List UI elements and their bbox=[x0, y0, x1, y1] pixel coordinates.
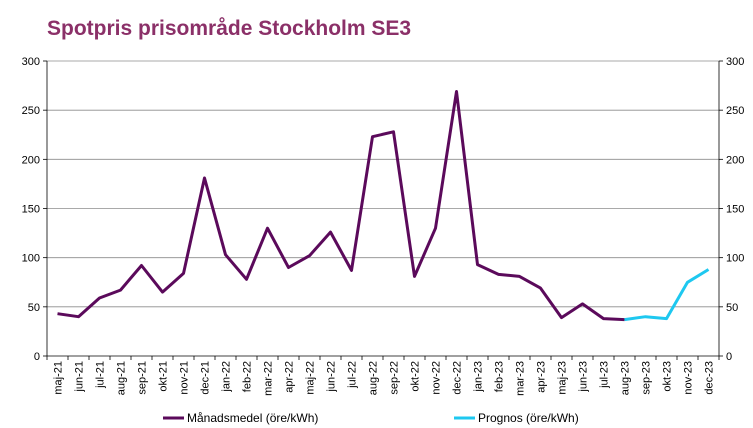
x-tick-label: apr-23 bbox=[536, 361, 548, 393]
x-tick-label: jul-22 bbox=[347, 361, 359, 389]
y2-tick-label: 300 bbox=[726, 56, 744, 68]
x-tick-label: jul-21 bbox=[95, 361, 107, 389]
x-tick-label: aug-21 bbox=[116, 361, 128, 395]
y2-tick-label: 50 bbox=[726, 302, 738, 314]
x-tick-label: sep-22 bbox=[389, 361, 401, 395]
x-tick-label: okt-22 bbox=[410, 361, 422, 392]
legend-label-prognos: Prognos (öre/kWh) bbox=[478, 411, 579, 425]
y-tick-label: 100 bbox=[22, 253, 40, 265]
axes bbox=[43, 60, 723, 360]
y-tick-label: 200 bbox=[22, 154, 40, 166]
x-tick-label: okt-21 bbox=[158, 361, 170, 392]
x-tick-label: jun-22 bbox=[326, 361, 338, 393]
x-tick-label: aug-23 bbox=[620, 361, 632, 395]
x-tick-label: okt-23 bbox=[662, 361, 674, 392]
x-tick-label: mar-23 bbox=[515, 361, 527, 396]
x-tick-label: nov-23 bbox=[683, 361, 695, 395]
x-tick-label: apr-22 bbox=[284, 361, 296, 393]
x-tick-label: jun-21 bbox=[74, 361, 86, 393]
y-tick-label: 300 bbox=[22, 56, 40, 68]
chart-title: Spotpris prisområde Stockholm SE3 bbox=[47, 17, 412, 40]
x-tick-label: nov-22 bbox=[431, 361, 443, 395]
y-tick-label: 250 bbox=[22, 105, 40, 117]
legend-label-manadsmedel: Månadsmedel (öre/kWh) bbox=[187, 411, 318, 425]
gridlines bbox=[47, 60, 719, 308]
y-tick-label: 150 bbox=[22, 204, 40, 216]
x-tick-label: dec-23 bbox=[704, 361, 716, 395]
x-tick-label: jan-23 bbox=[473, 361, 485, 393]
x-tick-label: jan-22 bbox=[221, 361, 233, 393]
x-tick-label: aug-22 bbox=[368, 361, 380, 395]
y2-tick-label: 150 bbox=[726, 204, 744, 216]
x-tick-label: maj-22 bbox=[305, 361, 317, 395]
x-tick-label: nov-21 bbox=[179, 361, 191, 395]
x-tick-labels: maj-21 jun-21 jul-21 aug-21 sep-21 okt-21 nov-… bbox=[53, 361, 716, 396]
x-tick-label: mar-22 bbox=[263, 361, 275, 396]
x-tick-label: feb-22 bbox=[242, 361, 254, 392]
x-tick-label: maj-23 bbox=[557, 361, 569, 395]
series-line-manadsmedel bbox=[57, 90, 625, 322]
x-tick-label: jul-23 bbox=[599, 361, 611, 389]
y-tick-labels: 0 0 50 50 100 100 150 150 200 200 250 250 300 300 bbox=[22, 56, 745, 363]
x-tick-label: maj-21 bbox=[53, 361, 65, 395]
x-tick-label: sep-21 bbox=[137, 361, 149, 395]
x-tick-label: feb-23 bbox=[494, 361, 506, 392]
y2-tick-label: 250 bbox=[726, 105, 744, 117]
series-line-prognos bbox=[624, 268, 710, 322]
y-tick-label: 50 bbox=[28, 302, 40, 314]
x-tick-label: dec-22 bbox=[452, 361, 464, 395]
y2-tick-label: 200 bbox=[726, 154, 744, 166]
x-tick-label: sep-23 bbox=[641, 361, 653, 395]
x-tick-label: jun-23 bbox=[578, 361, 590, 393]
y2-tick-label: 0 bbox=[726, 351, 732, 363]
series-lines bbox=[57, 90, 710, 322]
y-tick-label: 0 bbox=[34, 351, 40, 363]
y2-tick-label: 100 bbox=[726, 253, 744, 265]
legend: Månadsmedel (öre/kWh) Prognos (öre/kWh) bbox=[163, 411, 579, 425]
x-tick-label: dec-21 bbox=[200, 361, 212, 395]
